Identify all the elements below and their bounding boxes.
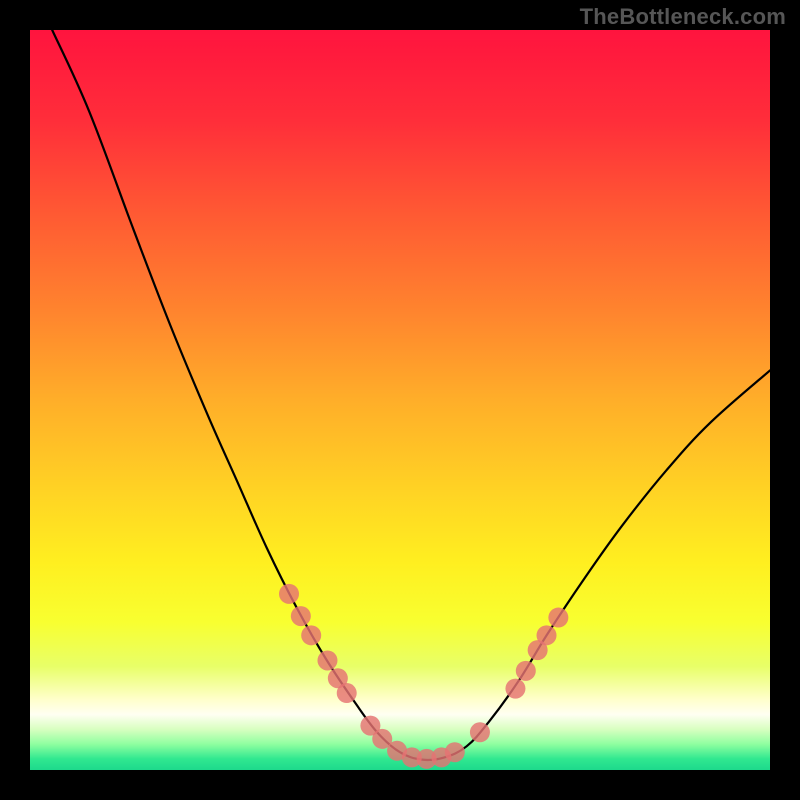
data-marker: [548, 608, 568, 628]
data-marker: [317, 650, 337, 670]
data-marker: [470, 722, 490, 742]
data-marker: [301, 625, 321, 645]
data-marker: [516, 661, 536, 681]
data-marker: [505, 679, 525, 699]
data-marker: [445, 742, 465, 762]
outer-frame: TheBottleneck.com: [0, 0, 800, 800]
data-marker: [537, 625, 557, 645]
data-marker: [291, 606, 311, 626]
data-marker: [279, 584, 299, 604]
chart-svg: [30, 30, 770, 770]
data-marker: [337, 683, 357, 703]
watermark-text: TheBottleneck.com: [580, 4, 786, 30]
plot-area: [30, 30, 770, 770]
gradient-background: [30, 30, 770, 770]
